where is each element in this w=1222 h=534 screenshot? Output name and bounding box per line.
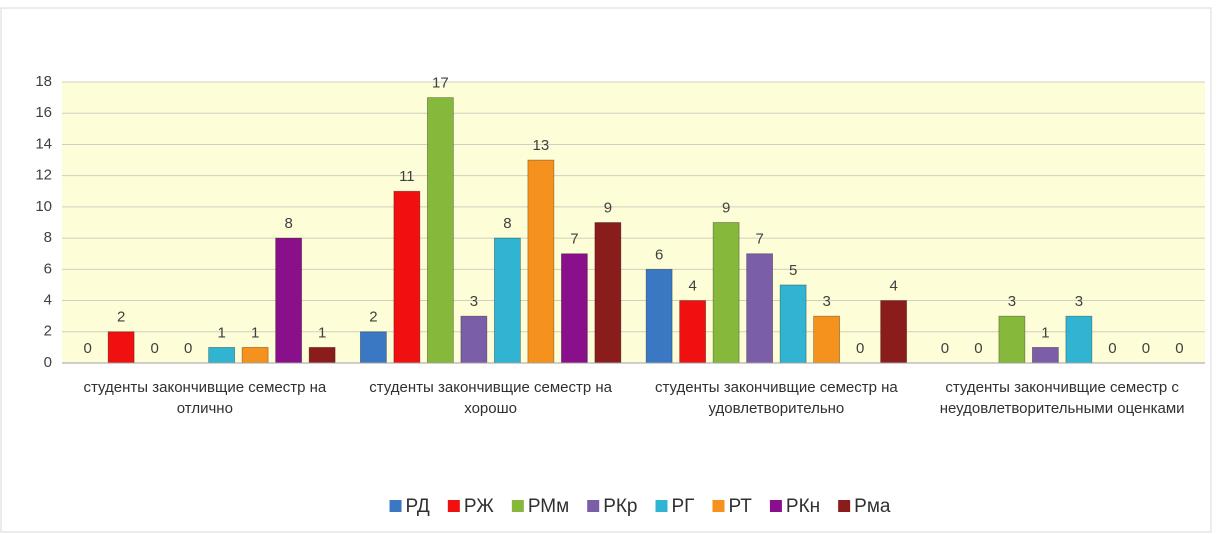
bar — [880, 300, 908, 364]
legend-swatch — [769, 500, 782, 512]
legend-swatch — [389, 500, 402, 512]
y-tick-label: 12 — [35, 167, 52, 184]
legend-label: РКн — [786, 496, 820, 517]
bar — [241, 346, 269, 364]
bar — [779, 284, 807, 364]
bar — [393, 190, 421, 364]
bar — [645, 268, 673, 364]
bar — [493, 237, 521, 364]
legend-label: РЖ — [464, 496, 494, 517]
legend-swatch — [655, 500, 668, 512]
bar — [426, 97, 454, 364]
y-tick-label: 2 — [44, 323, 52, 340]
value-label: 0 — [941, 340, 949, 357]
y-tick-label: 10 — [35, 198, 52, 215]
bar — [527, 159, 555, 364]
value-label: 8 — [503, 215, 511, 232]
legend-swatch — [838, 500, 851, 512]
x-tick-label: студенты закончивщие семестр на хорошо — [369, 379, 612, 417]
value-label: 17 — [432, 75, 449, 92]
value-label: 1 — [1041, 324, 1049, 341]
value-label: 2 — [369, 309, 377, 326]
value-label: 0 — [184, 340, 192, 357]
value-label: 4 — [688, 278, 696, 295]
x-tick-label: студенты закончивщие семестр на удовлетв… — [655, 379, 898, 417]
plot-area — [62, 82, 1205, 363]
bar — [208, 346, 236, 364]
bar — [746, 253, 774, 364]
legend-label: Рма — [854, 496, 891, 517]
value-label: 3 — [470, 293, 478, 310]
legend-swatch — [447, 500, 460, 512]
bar — [560, 253, 588, 364]
y-tick-label: 14 — [35, 135, 52, 152]
value-label: 3 — [1075, 293, 1083, 310]
value-label: 0 — [974, 340, 982, 357]
y-tick-label: 6 — [44, 260, 52, 277]
value-label: 7 — [570, 231, 578, 248]
bar — [275, 237, 303, 364]
value-label: 3 — [822, 293, 830, 310]
bar — [813, 315, 841, 364]
x-tick-label: студенты закончивщие семестр с неудовлет… — [939, 379, 1185, 417]
value-label: 11 — [399, 168, 415, 185]
value-label: 3 — [1008, 293, 1016, 310]
y-tick-label: 0 — [44, 354, 52, 371]
legend-label: РГ — [672, 496, 695, 517]
value-label: 13 — [533, 137, 550, 154]
value-label: 9 — [604, 199, 612, 216]
chart-border — [0, 7, 1212, 533]
value-label: 0 — [1175, 340, 1183, 357]
value-label: 0 — [150, 340, 158, 357]
legend-label: РМм — [528, 496, 569, 517]
value-label: 9 — [722, 199, 730, 216]
bar — [107, 331, 135, 364]
bar — [679, 300, 707, 364]
bar — [712, 222, 740, 364]
legend-swatch — [712, 500, 725, 512]
bar — [1031, 346, 1059, 364]
value-label: 1 — [217, 324, 225, 341]
value-label: 7 — [755, 231, 763, 248]
bar — [998, 315, 1026, 364]
legend-label: РТ — [728, 496, 752, 517]
bar — [308, 346, 336, 364]
bar — [359, 331, 387, 364]
bar — [1065, 315, 1093, 364]
value-label: 0 — [1142, 340, 1150, 357]
legend-swatch — [511, 500, 524, 512]
value-label: 1 — [318, 324, 326, 341]
value-label: 1 — [251, 324, 259, 341]
value-label: 6 — [655, 246, 663, 263]
value-label: 0 — [856, 340, 864, 357]
value-label: 5 — [789, 262, 797, 279]
bar — [594, 222, 622, 364]
legend-label: РД — [406, 496, 430, 517]
value-label: 2 — [117, 309, 125, 326]
value-label: 0 — [83, 340, 91, 357]
y-tick-label: 4 — [44, 292, 52, 309]
y-tick-label: 18 — [35, 73, 52, 90]
bar — [460, 315, 488, 364]
legend-swatch — [587, 500, 600, 512]
value-label: 4 — [889, 278, 897, 295]
legend-label: РКр — [603, 496, 637, 517]
value-label: 8 — [284, 215, 292, 232]
value-label: 0 — [1108, 340, 1116, 357]
y-tick-label: 8 — [44, 229, 52, 246]
y-tick-label: 16 — [35, 104, 52, 121]
x-tick-label: студенты закончивщие семестр на отлично — [83, 379, 327, 417]
